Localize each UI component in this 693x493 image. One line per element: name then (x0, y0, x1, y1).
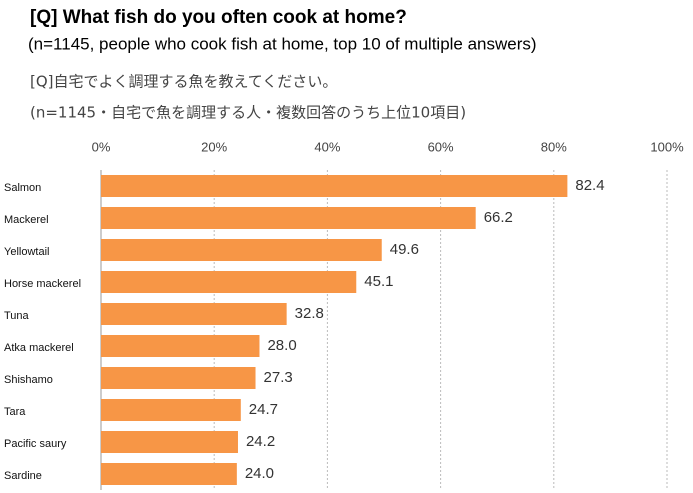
y-tick-label: Yellowtail (4, 246, 49, 258)
y-tick-label: Tuna (4, 310, 30, 322)
bar (101, 463, 237, 485)
y-tick-label: Pacific saury (4, 438, 67, 450)
bar (101, 431, 238, 453)
value-label: 28.0 (267, 337, 296, 354)
value-label: 24.0 (245, 465, 274, 482)
bar (101, 399, 241, 421)
bar (101, 303, 287, 325)
chart-subtitle: (n=1145, people who cook fish at home, t… (28, 34, 537, 53)
value-label: 24.7 (249, 401, 278, 418)
bar (101, 175, 568, 197)
bar (101, 271, 357, 293)
value-label: 45.1 (364, 273, 393, 290)
x-tick-label: 100% (650, 139, 684, 154)
x-tick-label: 60% (428, 139, 454, 154)
y-tick-label: Horse mackerel (4, 278, 81, 290)
x-tick-label: 20% (201, 139, 227, 154)
value-label: 27.3 (264, 369, 293, 386)
bar (101, 207, 476, 229)
value-label: 32.8 (295, 305, 324, 322)
value-label: 24.2 (246, 433, 275, 450)
y-tick-label: Salmon (4, 182, 41, 194)
bar (101, 239, 382, 261)
y-tick-label: Atka mackerel (4, 342, 74, 354)
bar (101, 335, 260, 357)
original-subtitle: (n=1145・自宅で魚を調理する人・複数回答のうち上位10項目) (30, 104, 466, 122)
chart-title: [Q] What fish do you often cook at home? (30, 7, 407, 28)
x-tick-label: 80% (541, 139, 567, 154)
original-title: [Q]自宅でよく調理する魚を教えてください。 (30, 73, 337, 91)
y-tick-label: Tara (4, 406, 26, 418)
bar (101, 367, 256, 389)
value-label: 82.4 (575, 177, 604, 194)
y-tick-label: Shishamo (4, 374, 53, 386)
y-tick-label: Mackerel (4, 214, 49, 226)
y-tick-label: Sardine (4, 470, 42, 482)
value-label: 49.6 (390, 241, 419, 258)
x-tick-label: 0% (92, 139, 111, 154)
x-tick-label: 40% (314, 139, 340, 154)
value-label: 66.2 (484, 209, 513, 226)
